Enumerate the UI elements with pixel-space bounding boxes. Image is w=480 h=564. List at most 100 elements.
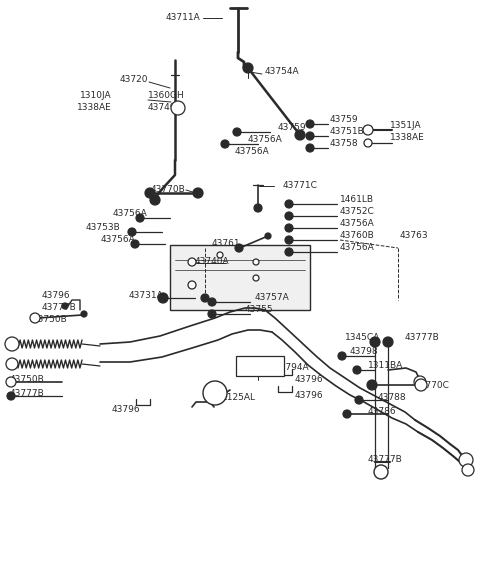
Text: 43796: 43796	[295, 376, 324, 385]
Text: 43763: 43763	[400, 231, 429, 240]
Circle shape	[306, 144, 314, 152]
Text: 43759: 43759	[330, 116, 359, 125]
Text: 43788: 43788	[378, 394, 407, 403]
Circle shape	[338, 352, 346, 360]
Text: 43760B: 43760B	[340, 231, 375, 240]
Circle shape	[150, 195, 160, 205]
Circle shape	[253, 259, 259, 265]
Circle shape	[6, 377, 16, 387]
Text: 1310JA: 1310JA	[80, 91, 112, 100]
Circle shape	[128, 228, 136, 236]
Circle shape	[364, 139, 372, 147]
Text: 43786: 43786	[368, 408, 396, 416]
Circle shape	[265, 233, 271, 239]
Circle shape	[374, 465, 388, 479]
Text: 43751B: 43751B	[330, 127, 365, 136]
Text: 43755: 43755	[245, 306, 274, 315]
Circle shape	[285, 200, 293, 208]
Circle shape	[367, 380, 377, 390]
Circle shape	[306, 120, 314, 128]
Text: 1345CA: 1345CA	[345, 333, 380, 342]
Circle shape	[145, 188, 155, 198]
Circle shape	[253, 275, 259, 281]
Bar	[236, 356, 284, 376]
Circle shape	[415, 379, 427, 391]
Text: 43757A: 43757A	[255, 293, 290, 302]
Circle shape	[62, 303, 68, 309]
Text: 43754A: 43754A	[265, 68, 300, 77]
Text: 43771C: 43771C	[283, 182, 318, 191]
Circle shape	[158, 293, 168, 303]
Text: 43756A: 43756A	[340, 219, 375, 228]
Text: 1351JA: 1351JA	[390, 121, 421, 130]
Circle shape	[414, 376, 426, 388]
Circle shape	[193, 188, 203, 198]
Text: 43753B: 43753B	[85, 223, 120, 232]
Circle shape	[306, 132, 314, 140]
Text: 43758: 43758	[330, 139, 359, 148]
Circle shape	[188, 281, 196, 289]
Circle shape	[208, 310, 216, 318]
Circle shape	[171, 101, 185, 115]
Circle shape	[254, 204, 262, 212]
Text: 1338AE: 1338AE	[77, 103, 112, 112]
Text: 43761: 43761	[211, 240, 240, 249]
Text: 43777B: 43777B	[368, 456, 403, 465]
Text: 43740A: 43740A	[195, 258, 229, 267]
Circle shape	[383, 337, 393, 347]
Text: 43749: 43749	[148, 103, 177, 112]
Circle shape	[81, 311, 87, 317]
Bar	[170, 245, 310, 310]
Text: 43756A: 43756A	[112, 209, 147, 218]
Circle shape	[6, 358, 18, 370]
Circle shape	[363, 125, 373, 135]
Circle shape	[459, 453, 473, 467]
Text: 43777B: 43777B	[10, 389, 45, 398]
Circle shape	[217, 252, 223, 258]
Circle shape	[285, 236, 293, 244]
Circle shape	[5, 337, 19, 351]
Circle shape	[188, 258, 196, 266]
Circle shape	[343, 410, 351, 418]
Text: 43794A: 43794A	[275, 364, 310, 372]
Text: 1311BA: 1311BA	[368, 362, 403, 371]
Circle shape	[136, 214, 144, 222]
Text: 1125AL: 1125AL	[222, 394, 256, 403]
Circle shape	[7, 392, 15, 400]
Text: 43759: 43759	[278, 124, 307, 133]
Text: 1461LB: 1461LB	[340, 196, 374, 205]
Circle shape	[221, 140, 229, 148]
Text: 43756A: 43756A	[100, 236, 135, 245]
Text: 43711A: 43711A	[165, 14, 200, 23]
Circle shape	[233, 128, 241, 136]
Text: 43777B: 43777B	[405, 333, 440, 342]
Circle shape	[30, 313, 40, 323]
Circle shape	[353, 366, 361, 374]
Circle shape	[462, 464, 474, 476]
Circle shape	[235, 244, 243, 252]
Circle shape	[203, 381, 227, 405]
Text: 43752C: 43752C	[340, 208, 375, 217]
Text: 43756A: 43756A	[235, 148, 270, 156]
Circle shape	[208, 298, 216, 306]
Text: 1338AE: 1338AE	[390, 134, 425, 143]
Circle shape	[285, 224, 293, 232]
Text: 1360GH: 1360GH	[148, 91, 185, 100]
Circle shape	[201, 294, 209, 302]
Text: 43770B: 43770B	[150, 186, 185, 195]
Text: 43756A: 43756A	[248, 135, 283, 144]
Circle shape	[295, 130, 305, 140]
Text: 43731A: 43731A	[128, 292, 163, 301]
Circle shape	[370, 337, 380, 347]
Text: 43750B: 43750B	[33, 315, 68, 324]
Text: 43777B: 43777B	[42, 303, 77, 312]
Text: 43798: 43798	[350, 347, 379, 356]
Circle shape	[131, 240, 139, 248]
Text: 43796: 43796	[295, 390, 324, 399]
Text: 43796: 43796	[112, 406, 141, 415]
Circle shape	[285, 212, 293, 220]
Text: 43750B: 43750B	[10, 376, 45, 385]
Circle shape	[285, 248, 293, 256]
Circle shape	[355, 396, 363, 404]
Text: 43756A: 43756A	[340, 244, 375, 253]
